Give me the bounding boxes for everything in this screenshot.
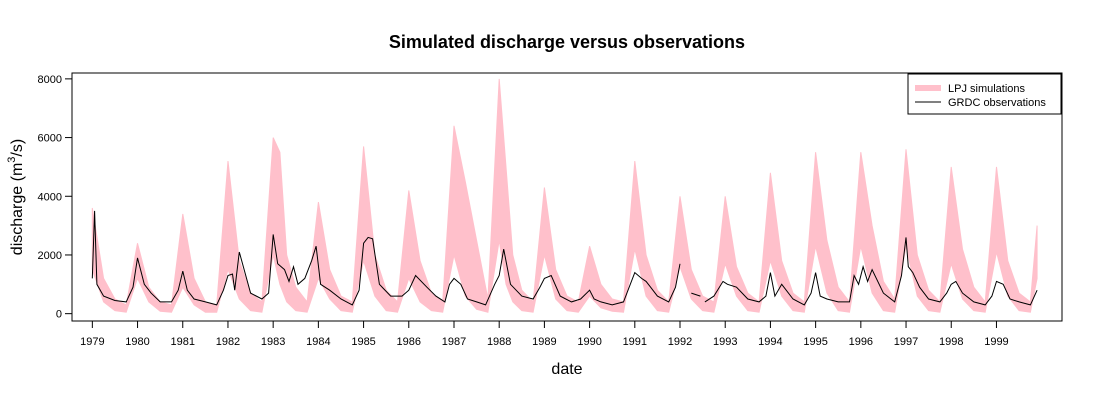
simulation-band: [91, 78, 1038, 313]
x-tick-label-1995: 1995: [803, 336, 827, 348]
x-tick-label-1990: 1990: [577, 336, 601, 348]
y-axis-label: discharge (m3/s): [6, 139, 26, 255]
x-tick-label-1986: 1986: [397, 336, 421, 348]
x-axis-label: date: [551, 361, 582, 378]
y-tick-label-6000: 6000: [38, 133, 62, 145]
observation-line-segment-0: [91, 210, 681, 306]
x-tick-label-1983: 1983: [261, 336, 285, 348]
y-axis: 0 2000 4000 6000 8000: [38, 74, 72, 321]
y-axis-label-unit: /s): [9, 139, 26, 157]
x-tick-label-1981: 1981: [171, 336, 195, 348]
x-tick-label-1996: 1996: [849, 336, 873, 348]
x-tick-label-1994: 1994: [758, 336, 782, 348]
observation-line-segment-2: [704, 237, 1038, 306]
x-tick-label-1982: 1982: [216, 336, 240, 348]
y-axis-label-superscript: 3: [6, 157, 18, 163]
x-tick-label-1998: 1998: [939, 336, 963, 348]
legend-label-observations: GRDC observations: [948, 97, 1046, 109]
y-axis-label-main: discharge (m: [9, 163, 26, 255]
x-tick-label-1999: 1999: [984, 336, 1008, 348]
x-tick-label-1989: 1989: [532, 336, 556, 348]
x-tick-label-1997: 1997: [894, 336, 918, 348]
legend-label-simulations: LPJ simulations: [948, 83, 1026, 95]
legend-box: [907, 73, 1062, 115]
y-tick-label-4000: 4000: [38, 191, 62, 203]
x-tick-label-1993: 1993: [713, 336, 737, 348]
x-tick-label-1988: 1988: [487, 336, 511, 348]
x-tick-label-1984: 1984: [306, 336, 330, 348]
x-tick-label-1992: 1992: [668, 336, 692, 348]
chart-title: Simulated discharge versus observations: [389, 32, 745, 52]
observation-line-segment-1: [691, 292, 701, 297]
x-tick-label-1980: 1980: [125, 336, 149, 348]
x-tick-label-1979: 1979: [80, 336, 104, 348]
x-axis: 1979 1980 1981 1982 1983 1984 1985 1986 1987 1988…: [80, 320, 1009, 348]
x-tick-label-1991: 1991: [623, 336, 647, 348]
legend: LPJ simulations GRDC observations: [907, 73, 1062, 115]
x-tick-label-1987: 1987: [442, 336, 466, 348]
simulation-band-layer: [91, 78, 1038, 313]
x-tick-label-1985: 1985: [351, 336, 375, 348]
y-tick-label-8000: 8000: [38, 74, 62, 86]
y-tick-label-0: 0: [56, 309, 62, 321]
y-tick-label-2000: 2000: [38, 250, 62, 262]
observation-line-layer: [91, 210, 1038, 306]
